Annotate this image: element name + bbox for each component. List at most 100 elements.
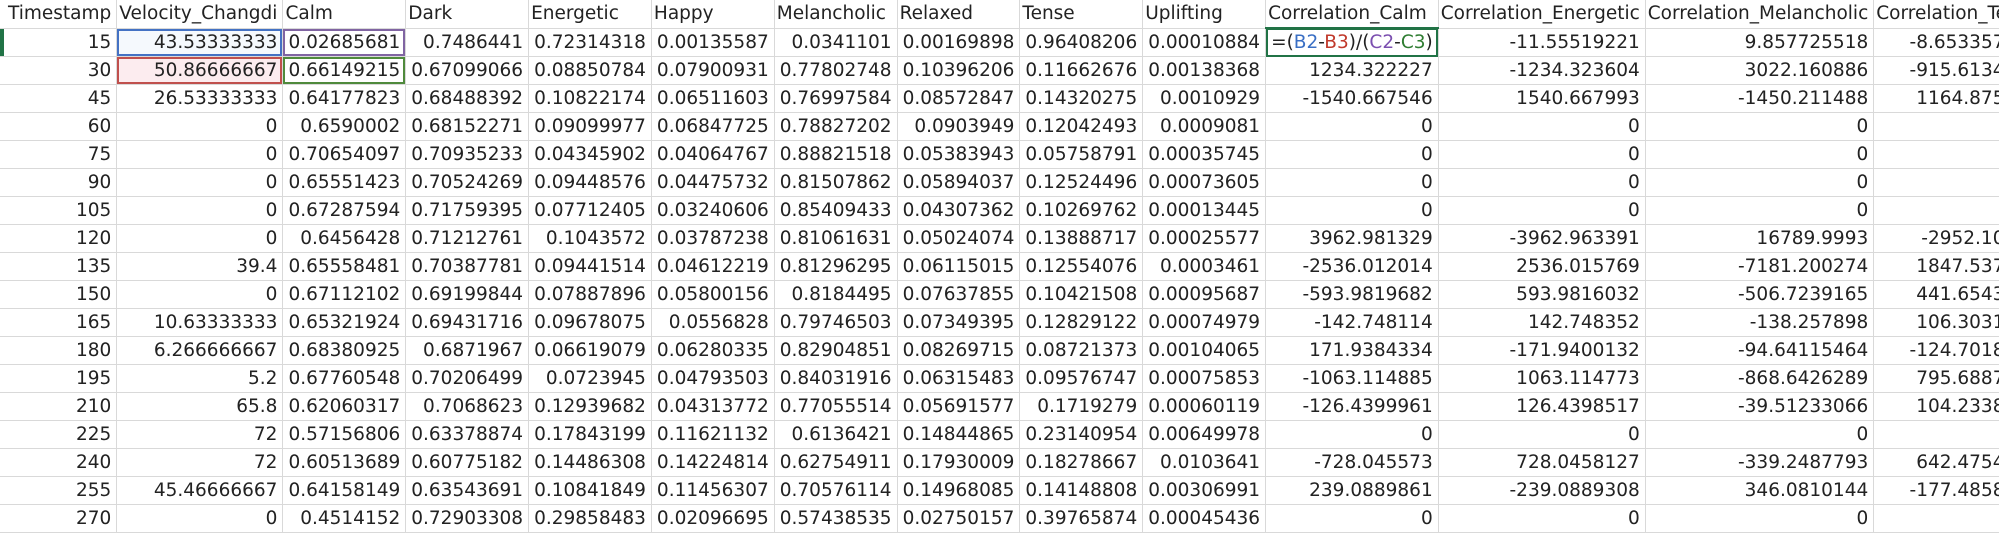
table-cell[interactable]: 45 [0, 84, 118, 113]
table-cell[interactable]: 0 [1873, 196, 1999, 225]
table-cell[interactable]: 0.06315483 [897, 364, 1021, 393]
table-cell[interactable]: 0.7068623 [405, 392, 530, 421]
table-cell[interactable]: -1063.114885 [1265, 364, 1439, 393]
table-cell[interactable]: -1540.667546 [1265, 84, 1439, 113]
table-cell[interactable]: 0 [1873, 168, 1999, 197]
table-cell[interactable]: 0.85409433 [774, 196, 898, 225]
table-cell[interactable]: 2536.015769 [1438, 252, 1646, 281]
table-cell[interactable]: 0 [1438, 196, 1646, 225]
table-cell[interactable]: -171.9400132 [1438, 336, 1646, 365]
table-cell[interactable]: 728.0458127 [1438, 448, 1646, 477]
column-header[interactable]: Energetic [528, 0, 652, 29]
table-cell[interactable]: 0.17930009 [897, 448, 1021, 477]
column-header[interactable]: Calm [282, 0, 407, 29]
table-cell[interactable]: 0.76997584 [774, 84, 898, 113]
table-cell[interactable]: 72 [116, 448, 284, 477]
table-cell[interactable]: 0.29858483 [528, 504, 652, 533]
table-cell[interactable]: 0 [116, 280, 284, 309]
table-cell[interactable]: 255 [0, 476, 118, 505]
table-cell[interactable]: -915.6134293 [1873, 56, 1999, 85]
table-cell[interactable]: 0.00035745 [1142, 140, 1267, 169]
table-cell[interactable]: 0.00104065 [1142, 336, 1267, 365]
table-cell[interactable]: 0.00060119 [1142, 392, 1267, 421]
table-cell[interactable]: 0.69431716 [405, 308, 530, 337]
table-cell[interactable]: 142.748352 [1438, 308, 1646, 337]
table-cell[interactable]: 0.64158149 [282, 476, 407, 505]
table-cell[interactable]: -2536.012014 [1265, 252, 1439, 281]
column-header[interactable]: Dark [405, 0, 530, 29]
table-cell[interactable]: 0.00013445 [1142, 196, 1267, 225]
table-cell[interactable]: 0.63543691 [405, 476, 530, 505]
table-cell[interactable]: 0.12829122 [1019, 308, 1144, 337]
table-cell[interactable]: 0.11662676 [1019, 56, 1144, 85]
table-cell[interactable]: 1540.667993 [1438, 84, 1646, 113]
table-cell[interactable]: 0.65551423 [282, 168, 407, 197]
table-cell[interactable]: 1063.114773 [1438, 364, 1646, 393]
table-cell[interactable]: 180 [0, 336, 118, 365]
table-cell[interactable]: 30 [0, 56, 118, 85]
table-cell[interactable]: 0.96408206 [1019, 28, 1144, 57]
table-cell[interactable]: 0.6590002 [282, 112, 407, 141]
table-cell[interactable]: 0.02750157 [897, 504, 1021, 533]
table-cell[interactable]: 50.86666667 [116, 56, 284, 85]
table-cell[interactable]: -239.0889308 [1438, 476, 1646, 505]
table-cell[interactable]: 795.6887744 [1873, 364, 1999, 393]
table-cell[interactable]: 105 [0, 196, 118, 225]
table-cell[interactable]: 1847.537371 [1873, 252, 1999, 281]
table-cell[interactable]: 0.0003461 [1142, 252, 1267, 281]
table-cell[interactable]: -506.7239165 [1645, 280, 1875, 309]
table-cell[interactable]: 0 [1265, 420, 1439, 449]
table-cell[interactable]: 0.00649978 [1142, 420, 1267, 449]
table-cell[interactable]: 0.68488392 [405, 84, 530, 113]
table-cell[interactable]: 0.09099977 [528, 112, 652, 141]
table-cell[interactable]: 45.46666667 [116, 476, 284, 505]
table-cell[interactable]: 0.06115015 [897, 252, 1021, 281]
table-cell[interactable]: 441.6543885 [1873, 280, 1999, 309]
table-cell[interactable]: -8.653357103 [1873, 28, 1999, 57]
column-header[interactable]: Uplifting [1142, 0, 1267, 29]
table-cell[interactable]: 0.05024074 [897, 224, 1021, 253]
table-cell[interactable]: 0.65558481 [282, 252, 407, 281]
table-cell[interactable]: 0.23140954 [1019, 420, 1144, 449]
table-cell[interactable]: 0.81061631 [774, 224, 898, 253]
table-cell[interactable]: 0.00075853 [1142, 364, 1267, 393]
table-cell[interactable]: 0.0723945 [528, 364, 652, 393]
table-cell[interactable]: 0.02096695 [651, 504, 775, 533]
table-cell[interactable]: 104.2338513 [1873, 392, 1999, 421]
table-cell[interactable]: 0.06511603 [651, 84, 775, 113]
table-cell[interactable]: 150 [0, 280, 118, 309]
table-cell[interactable]: 0.68152271 [405, 112, 530, 141]
table-cell[interactable]: 0.11621132 [651, 420, 775, 449]
table-cell[interactable]: 0 [116, 224, 284, 253]
table-cell[interactable]: 0.68380925 [282, 336, 407, 365]
table-cell[interactable]: 0 [116, 504, 284, 533]
table-cell[interactable]: 0.06847725 [651, 112, 775, 141]
table-cell[interactable]: 0 [116, 196, 284, 225]
table-cell[interactable]: 0.6456428 [282, 224, 407, 253]
table-cell[interactable]: 0.8184495 [774, 280, 898, 309]
table-cell[interactable]: 0 [1438, 504, 1646, 533]
table-cell[interactable]: 0.04313772 [651, 392, 775, 421]
table-cell[interactable]: 0.07637855 [897, 280, 1021, 309]
column-header[interactable]: Correlation_Tense [1873, 0, 1999, 29]
table-cell[interactable]: -339.2487793 [1645, 448, 1875, 477]
table-cell[interactable]: 0 [1265, 112, 1439, 141]
table-cell[interactable]: 0.70654097 [282, 140, 407, 169]
table-cell[interactable]: 0 [1438, 420, 1646, 449]
table-cell[interactable]: -94.64115464 [1645, 336, 1875, 365]
table-cell[interactable]: 0.82904851 [774, 336, 898, 365]
table-cell[interactable]: 0.05800156 [651, 280, 775, 309]
table-cell[interactable]: 0.64177823 [282, 84, 407, 113]
column-header[interactable]: Tense [1019, 0, 1144, 29]
table-cell[interactable]: 239.0889861 [1265, 476, 1439, 505]
table-cell[interactable]: 0.78827202 [774, 112, 898, 141]
table-cell[interactable]: 0.67287594 [282, 196, 407, 225]
table-cell[interactable]: 346.0810144 [1645, 476, 1875, 505]
table-cell[interactable]: 0.7486441 [405, 28, 530, 57]
table-cell[interactable]: 0 [1873, 420, 1999, 449]
table-cell[interactable]: -39.51233066 [1645, 392, 1875, 421]
table-cell[interactable]: 0.09441514 [528, 252, 652, 281]
table-cell[interactable]: 0.00095687 [1142, 280, 1267, 309]
table-cell[interactable]: 0.07349395 [897, 308, 1021, 337]
table-cell[interactable]: -124.7018457 [1873, 336, 1999, 365]
